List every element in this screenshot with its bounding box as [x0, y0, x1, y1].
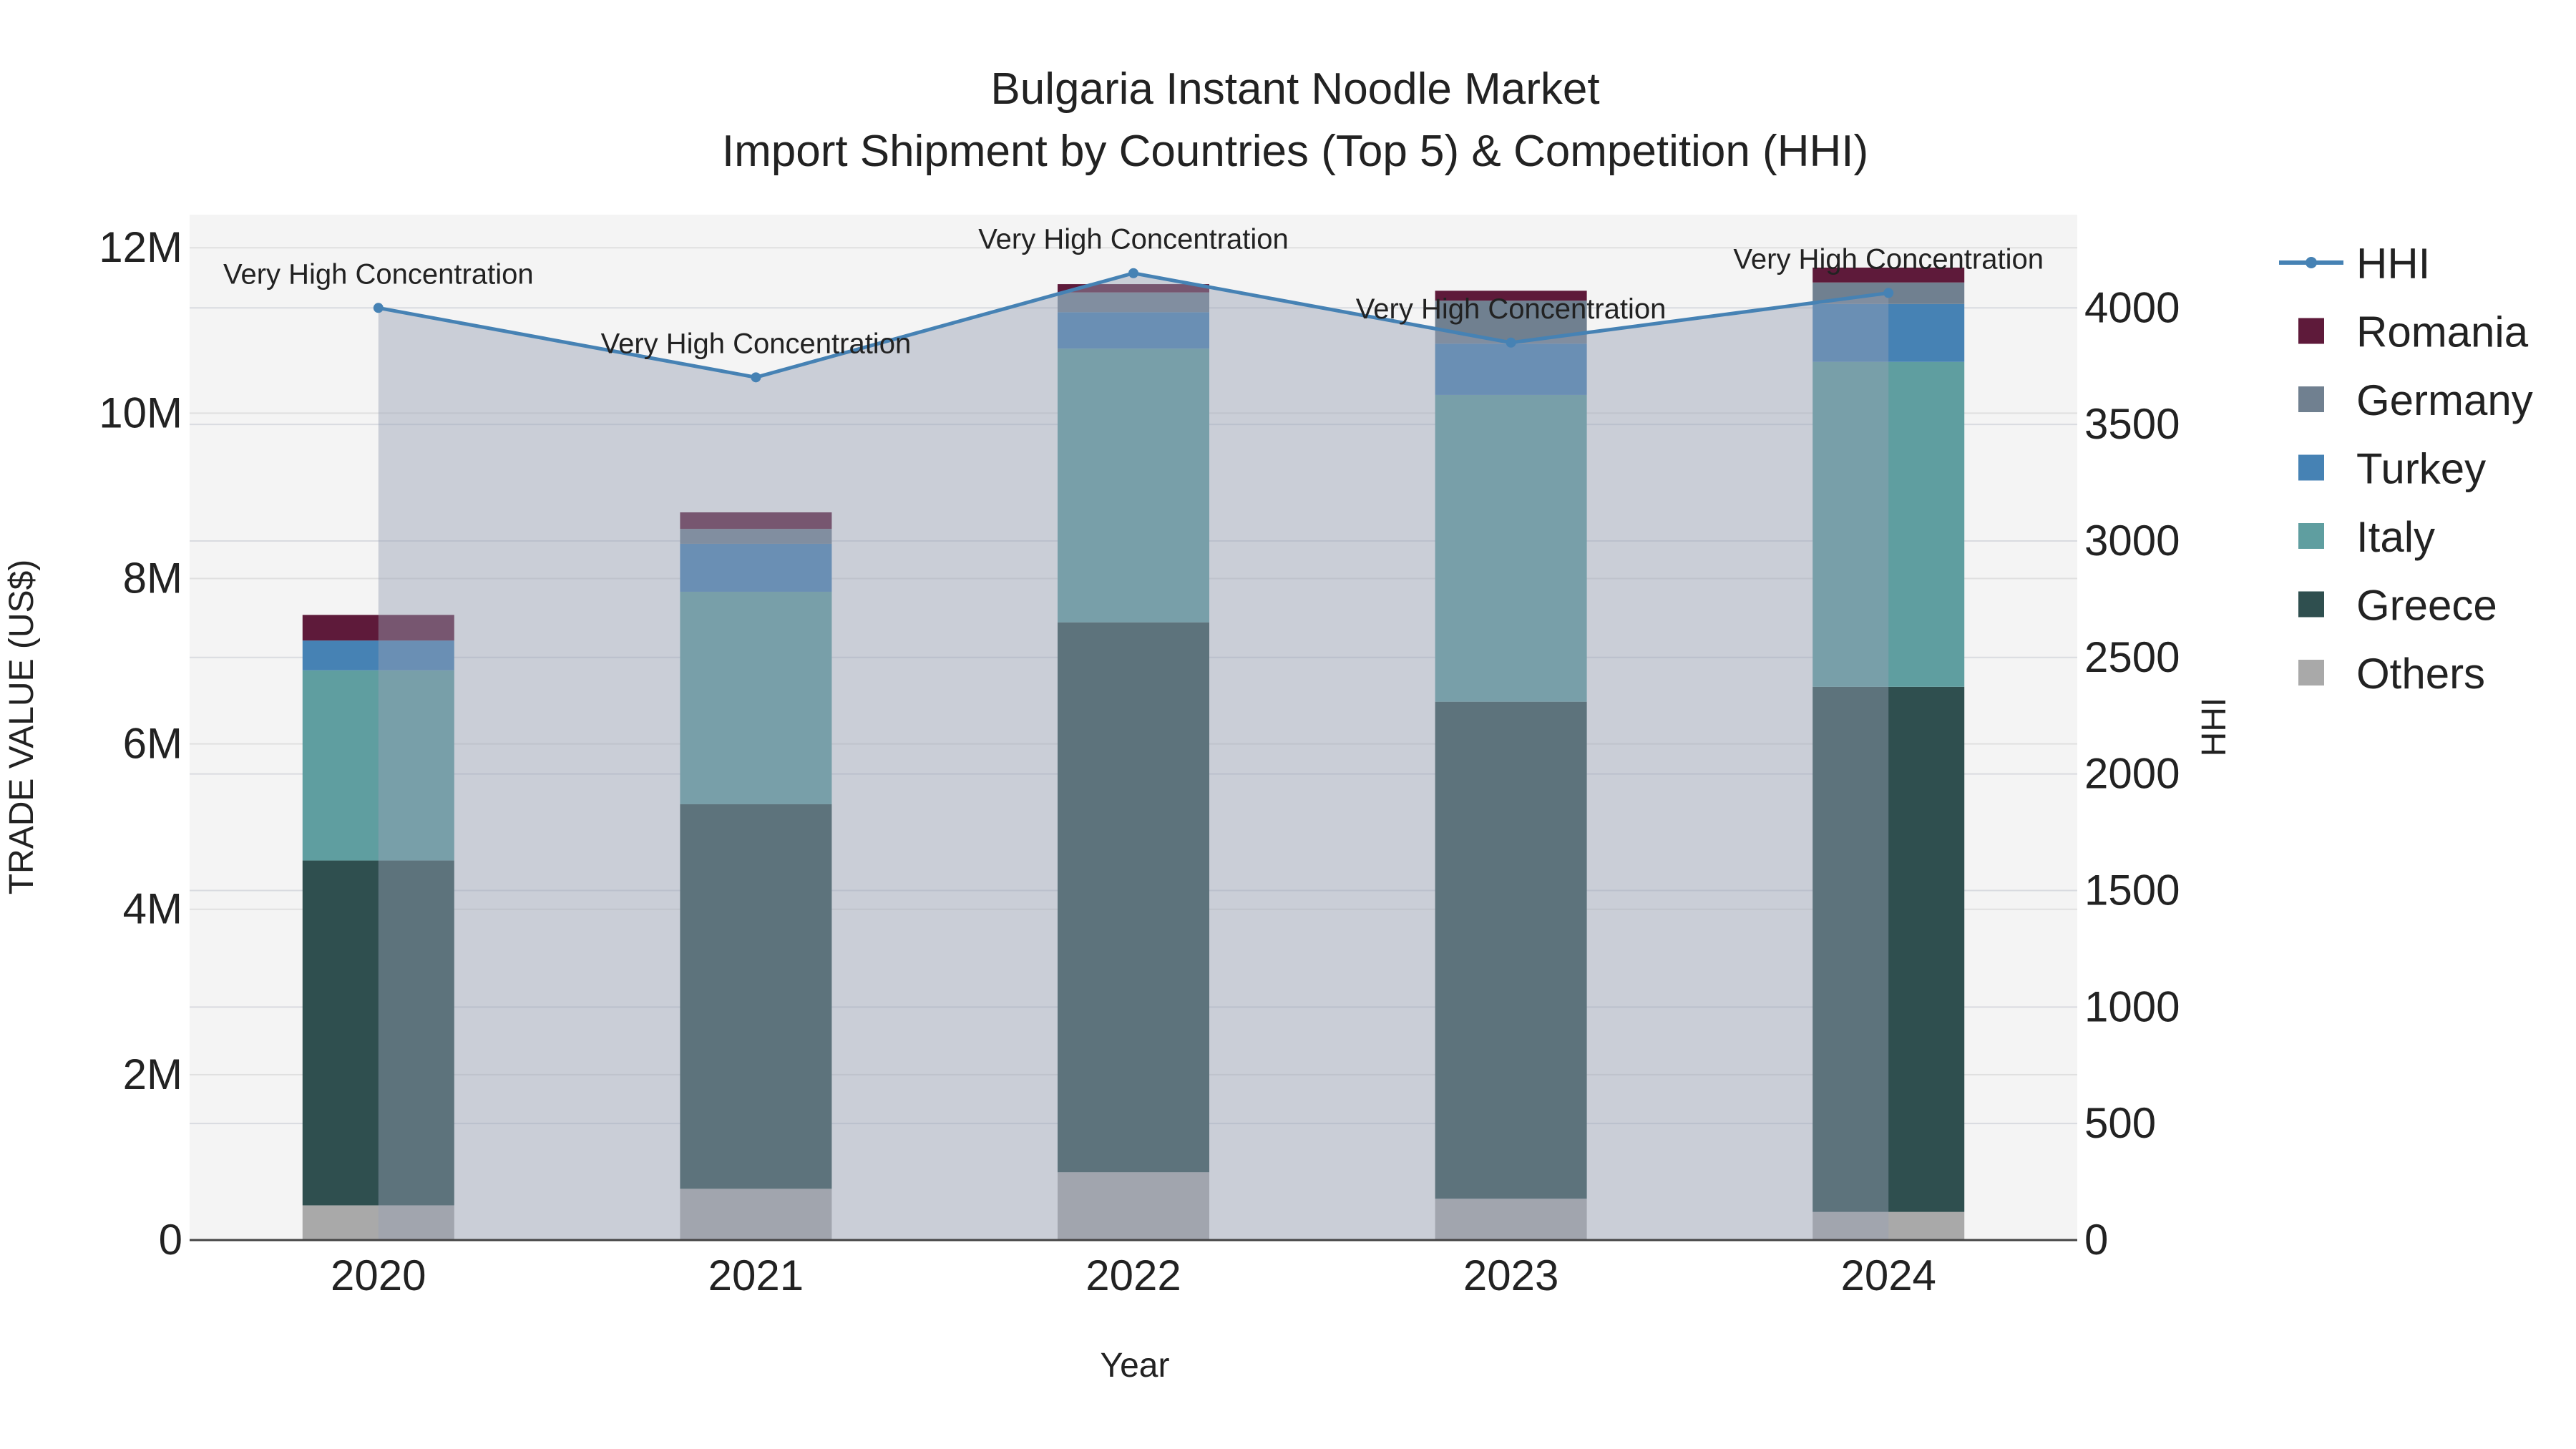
y2-tick-label: 1000	[2084, 982, 2180, 1030]
y-tick-label: 6M	[123, 720, 182, 768]
legend-swatch-turkey	[2298, 454, 2324, 481]
bar-greece-2023	[1435, 701, 1587, 1199]
legend-swatch-germany	[2298, 386, 2324, 412]
legend-swatch-romania	[2298, 318, 2324, 344]
legend-label-turkey: Turkey	[2356, 445, 2486, 493]
y-tick-label: 4M	[123, 885, 182, 933]
bar-romania-2021	[680, 512, 832, 530]
bar-italy-2022	[1058, 348, 1209, 623]
bar-turkey-2022	[1058, 312, 1209, 349]
y2-tick-label: 3500	[2084, 400, 2180, 448]
hhi-area	[378, 273, 1889, 1241]
hhi-annotation: Very High Concentration	[1733, 243, 2044, 275]
hhi-point-2021	[751, 372, 761, 383]
x-tick-label: 2021	[708, 1252, 804, 1299]
y-tick-label: 0	[159, 1216, 182, 1264]
x-tick-label: 2024	[1840, 1252, 1936, 1299]
y2-tick-label: 0	[2084, 1216, 2108, 1264]
bar-germany-2022	[1058, 292, 1209, 313]
chart-title-line1: Bulgaria Instant Noodle Market	[990, 64, 1599, 114]
y-tick-label: 2M	[123, 1050, 182, 1098]
chart-title-line2: Import Shipment by Countries (Top 5) & C…	[722, 127, 1868, 176]
y2-tick-label: 2500	[2084, 633, 2180, 681]
bar-turkey-2020	[302, 640, 454, 670]
bar-germany-2021	[680, 529, 832, 544]
hhi-annotation: Very High Concentration	[1356, 293, 1667, 325]
legend-swatch-others	[2298, 660, 2324, 686]
bar-italy-2023	[1435, 394, 1587, 702]
hhi-annotation: Very High Concentration	[601, 328, 912, 359]
y2-tick-label: 500	[2084, 1099, 2156, 1147]
legend-label-romania: Romania	[2356, 308, 2529, 356]
legend-label-hhi: HHI	[2356, 240, 2430, 288]
bar-greece-2022	[1058, 622, 1209, 1173]
bar-romania-2020	[302, 615, 454, 641]
x-tick-label: 2020	[331, 1252, 426, 1299]
legend-swatch-greece	[2298, 591, 2324, 618]
bar-others-2022	[1058, 1172, 1209, 1240]
bars	[302, 267, 1965, 1240]
x-tick-label: 2023	[1463, 1252, 1558, 1299]
hhi-layer: Very High Concentration Very High Concent…	[223, 224, 2044, 1241]
bar-greece-2024	[1813, 686, 1965, 1212]
y2-tick-label: 4000	[2084, 283, 2180, 331]
bar-italy-2024	[1813, 361, 1965, 687]
hhi-annotation: Very High Concentration	[223, 258, 534, 290]
bar-turkey-2023	[1435, 343, 1587, 395]
legend-label-italy: Italy	[2356, 513, 2435, 561]
bar-greece-2021	[680, 804, 832, 1189]
bar-others-2020	[302, 1205, 454, 1240]
bar-turkey-2021	[680, 543, 832, 592]
x-axis-label: Year	[1101, 1347, 1170, 1385]
y-tick-label: 12M	[99, 223, 182, 271]
legend-swatch-italy	[2298, 523, 2324, 549]
hhi-point-2022	[1128, 268, 1138, 278]
y-tick-label: 8M	[123, 554, 182, 602]
y2-tick-label: 2000	[2084, 750, 2180, 798]
bar-italy-2020	[302, 670, 454, 861]
legend: HHI Romania Germany Turkey Italy Greece Others	[2279, 240, 2533, 698]
legend-label-greece: Greece	[2356, 582, 2497, 630]
bar-romania-2022	[1058, 284, 1209, 293]
legend-marker-hhi	[2306, 257, 2317, 268]
y-axis-label: TRADE VALUE (US$)	[3, 560, 41, 895]
bar-others-2023	[1435, 1199, 1587, 1240]
hhi-point-2020	[373, 303, 384, 313]
bar-turkey-2024	[1813, 303, 1965, 362]
legend-label-others: Others	[2356, 650, 2485, 698]
x-tick-label: 2022	[1085, 1252, 1181, 1299]
y2-axis-label: HHI	[2195, 698, 2233, 757]
y2-tick-label: 1500	[2084, 866, 2180, 914]
legend-label-germany: Germany	[2356, 376, 2533, 424]
bar-romania-2023	[1435, 291, 1587, 301]
hhi-point-2023	[1506, 337, 1516, 348]
y2-tick-label: 3000	[2084, 517, 2180, 565]
hhi-annotation: Very High Concentration	[978, 224, 1289, 255]
bar-greece-2020	[302, 860, 454, 1206]
bar-italy-2021	[680, 591, 832, 804]
bar-romania-2024	[1813, 267, 1965, 283]
bar-others-2021	[680, 1189, 832, 1240]
axes: 0 2M 4M 6M 8M 10M 12M 0 500 1000 1500 2000 2500 3000 3…	[99, 223, 2180, 1299]
bar-others-2024	[1813, 1211, 1965, 1240]
y-tick-label: 10M	[99, 389, 182, 436]
hhi-point-2024	[1883, 288, 1894, 298]
